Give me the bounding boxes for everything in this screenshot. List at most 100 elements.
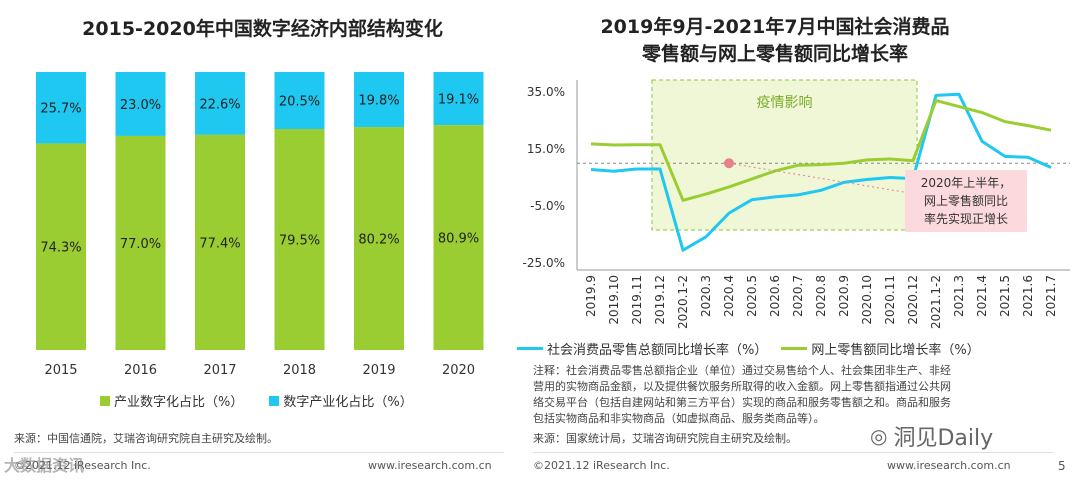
callout-text: 2020年上半年， [921, 176, 1012, 190]
x-tick-label: 2021.7 [1044, 275, 1058, 317]
bar-data-label: 23.0% [120, 98, 161, 113]
x-tick-label: 2020.9 [837, 275, 851, 317]
x-tick-label: 2020.4 [722, 275, 736, 317]
x-tick-label: 2020.3 [699, 275, 713, 317]
bar-digital-industrialization [115, 72, 166, 136]
x-tick-label: 2016 [124, 363, 157, 378]
bar-data-label: 19.8% [358, 94, 399, 109]
series-line-retail-total [590, 92, 1052, 252]
legend-item-digital-industrialization: 数字产业化占比（%） [269, 391, 413, 410]
wechat-icon: ◎ [870, 424, 888, 448]
callout-pointer [728, 162, 911, 194]
legend-item-retail-total: 社会消费品零售总额同比增长率（%） [517, 339, 767, 358]
right-chart-title: 2019年9月-2021年7月中国社会消费品 零售额与网上零售额同比增长率 [540, 14, 1010, 68]
x-tick-label: 2020 [442, 363, 475, 378]
shaded-region-epidemic [651, 79, 918, 231]
y-tick-label: -5.0% [530, 199, 565, 213]
bar-data-label: 19.1% [438, 93, 479, 108]
callout-text: 率先实现正增长 [924, 211, 1008, 226]
legend-label: 产业数字化占比（%） [114, 395, 244, 410]
legend-line-green [781, 347, 808, 350]
stacked-bar-chart: 25.7% 74.3% 2015 23.0% 77.0% 2016 22.6% 77.4% 20… [36, 72, 484, 378]
x-tick-label: 2020.5 [745, 275, 759, 317]
left-source: 来源：中国信通院，艾瑞咨询研究院自主研究及绘制。 [14, 432, 278, 445]
x-tick-label: 2021.4 [975, 275, 989, 317]
shaded-region-label: 疫情影响 [757, 95, 813, 111]
bar-digital-industrialization [274, 72, 325, 129]
watermark-right-text: 洞见Daily [893, 426, 994, 451]
watermark-left: 大数据资讯 [4, 456, 85, 475]
left-footer-divider [14, 452, 504, 453]
bar-data-label: 80.2% [358, 233, 399, 248]
bar-digital-industrialization [354, 72, 404, 128]
x-tick-label: 2020.12 [906, 275, 920, 325]
watermark-right: ◎ 洞见Daily [870, 420, 993, 452]
legend-swatch-cyan [269, 395, 280, 406]
note-line: 营用的实物商品金额，以及提供餐饮服务所取得的收入金额。网上零售额指通过公共网 [533, 380, 951, 393]
x-tick-label: 2020.10 [860, 275, 874, 325]
legend-label: 网上零售额同比增长率（%） [811, 343, 980, 358]
bar-data-label: 74.3% [40, 241, 81, 256]
bar-industrial-digitalization [115, 135, 166, 350]
bar-industrial-digitalization [433, 125, 484, 351]
right-note: 注释：社会消费品零售总额指企业（单位）通过交易售给个人、社会集团非生产、非经 营… [533, 363, 1033, 427]
callout-text: 网上零售额同比 [924, 193, 1008, 208]
left-chart-title: 2015-2020年中国数字经济内部结构变化 [82, 18, 443, 40]
bar-digital-industrialization [195, 72, 245, 135]
x-tick-label: 2019.10 [607, 275, 621, 325]
bar-data-label: 77.0% [120, 237, 161, 252]
series-line-online-retail [590, 99, 1052, 202]
bar-data-label: 80.9% [438, 232, 479, 247]
highlight-point [724, 158, 734, 169]
right-copyright: ©2021.12 iResearch Inc. [533, 459, 670, 472]
legend-line-cyan [517, 347, 543, 350]
x-tick-label: 2015 [44, 363, 77, 378]
right-title-line1: 2019年9月-2021年7月中国社会消费品 [600, 16, 950, 38]
bar-industrial-digitalization [354, 127, 404, 350]
x-tick-label: 2019 [362, 363, 395, 378]
y-tick-label: 15.0% [527, 142, 565, 156]
y-tick-label: -25.0% [523, 256, 565, 270]
bar-industrial-digitalization [274, 128, 325, 350]
note-line: 注释：社会消费品零售总额指企业（单位）通过交易售给个人、社会集团非生产、非经 [533, 364, 951, 377]
x-tick-label: 2020.1-2 [676, 275, 690, 329]
right-footer-divider [533, 452, 1053, 453]
x-tick-label: 2020.6 [768, 275, 782, 317]
x-tick-label: 2020.7 [791, 275, 805, 317]
x-tick-label: 2020.11 [883, 275, 897, 325]
right-source: 来源：国家统计局，艾瑞咨询研究院自主研究及绘制。 [533, 432, 797, 445]
legend-label: 数字产业化占比（%） [283, 395, 413, 410]
x-tick-label: 2017 [203, 363, 236, 378]
x-tick-label: 2020.8 [814, 275, 828, 317]
x-tick-label: 2021.5 [998, 275, 1012, 317]
right-legend: 社会消费品零售总额同比增长率（%） 网上零售额同比增长率（%） [517, 339, 980, 358]
bar-industrial-digitalization [36, 143, 86, 350]
x-tick-label: 2021.1-2 [929, 275, 943, 329]
legend-label: 社会消费品零售总额同比增长率（%） [547, 343, 768, 358]
left-legend: 产业数字化占比（%） 数字产业化占比（%） [100, 391, 413, 410]
y-tick-label: 35.0% [527, 85, 565, 99]
left-website: www.iresearch.com.cn [368, 459, 492, 472]
callout-box [905, 170, 1027, 232]
x-tick-label: 2021.6 [1021, 275, 1035, 317]
x-tick-label: 2019.9 [584, 275, 598, 317]
right-website: www.iresearch.com.cn [887, 459, 1011, 472]
x-tick-label: 2018 [283, 363, 316, 378]
bar-data-label: 79.5% [279, 233, 320, 248]
legend-item-industrial-digitalization: 产业数字化占比（%） [100, 391, 243, 410]
x-tick-label: 2019.12 [653, 275, 667, 325]
page-number: 5 [1058, 459, 1066, 473]
right-title-line2: 零售额与网上零售额同比增长率 [641, 43, 908, 65]
line-chart: 疫情影响 35.0% 15.0% -5.0% -25.0% 2020年上半年， 网上零售额同… [523, 79, 1070, 329]
legend-swatch-green [100, 395, 110, 406]
bar-data-label: 77.4% [199, 236, 240, 251]
bar-data-label: 20.5% [279, 94, 320, 109]
bar-data-label: 25.7% [40, 102, 81, 117]
bar-data-label: 22.6% [199, 97, 240, 112]
note-line: 络交易平台（包括自建网站和第三方平台）实现的商品和服务零售额之和。商品和服务 [533, 396, 951, 409]
left-copyright: ©2021.12 iResearch Inc. [14, 459, 151, 472]
x-tick-label: 2019.11 [630, 275, 644, 325]
bar-digital-industrialization [433, 72, 484, 126]
legend-item-online-retail: 网上零售额同比增长率（%） [781, 339, 980, 358]
note-line: 包括实物商品和非实物商品（如虚拟商品、服务类商品等）。 [533, 412, 825, 425]
